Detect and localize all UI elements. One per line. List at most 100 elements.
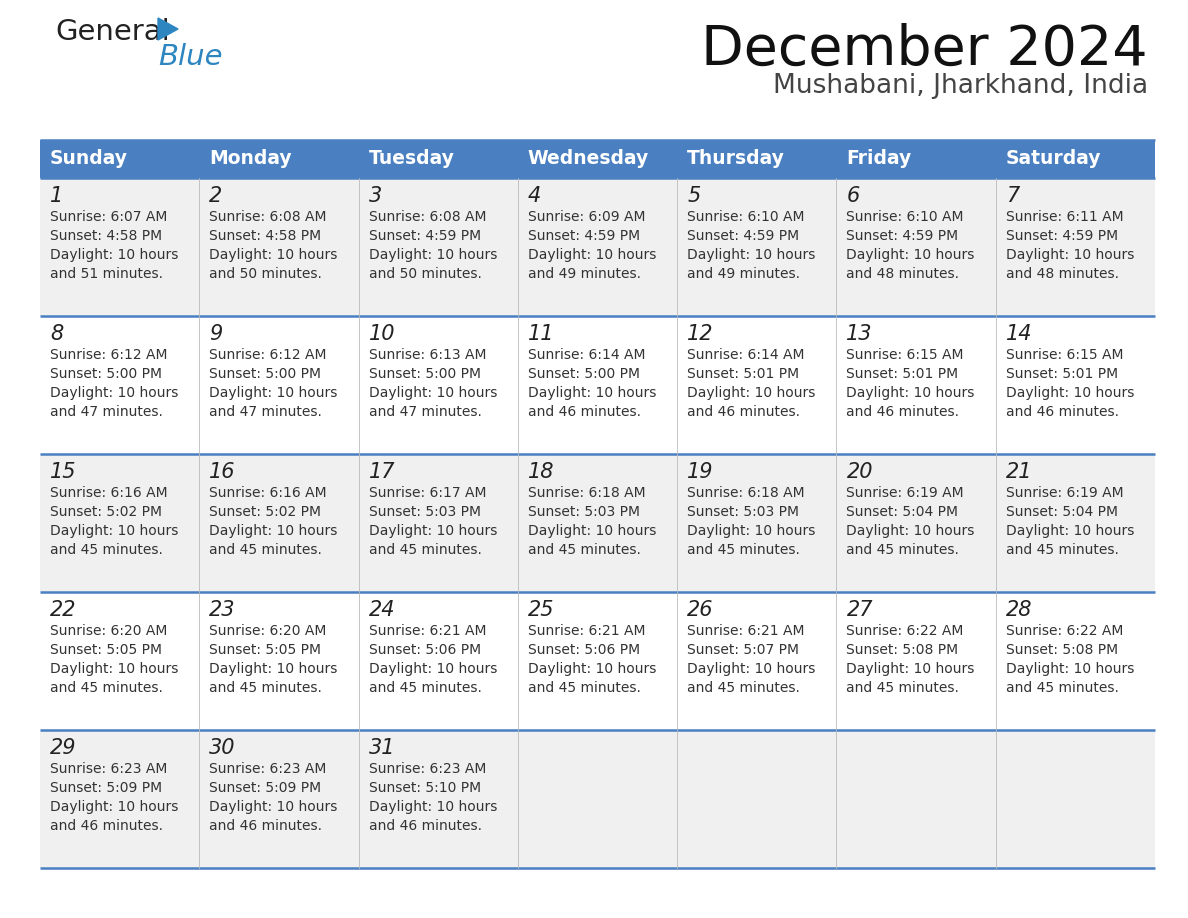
Text: Sunrise: 6:21 AM: Sunrise: 6:21 AM: [368, 624, 486, 638]
Text: Sunrise: 6:23 AM: Sunrise: 6:23 AM: [50, 762, 168, 776]
Text: Saturday: Saturday: [1006, 150, 1101, 169]
Text: Daylight: 10 hours: Daylight: 10 hours: [1006, 524, 1135, 538]
Text: Daylight: 10 hours: Daylight: 10 hours: [50, 800, 178, 814]
Text: Sunrise: 6:11 AM: Sunrise: 6:11 AM: [1006, 210, 1124, 224]
Text: and 46 minutes.: and 46 minutes.: [527, 405, 640, 419]
Text: Sunset: 5:05 PM: Sunset: 5:05 PM: [50, 643, 162, 657]
Text: and 47 minutes.: and 47 minutes.: [50, 405, 163, 419]
Text: 30: 30: [209, 738, 235, 758]
Text: and 46 minutes.: and 46 minutes.: [1006, 405, 1119, 419]
Text: and 45 minutes.: and 45 minutes.: [687, 681, 800, 695]
Text: 2: 2: [209, 186, 222, 206]
Text: Friday: Friday: [846, 150, 911, 169]
Text: Sunset: 4:59 PM: Sunset: 4:59 PM: [368, 229, 481, 243]
Bar: [518, 140, 677, 178]
Bar: [996, 140, 1155, 178]
Text: and 49 minutes.: and 49 minutes.: [527, 267, 640, 281]
Text: Sunset: 5:02 PM: Sunset: 5:02 PM: [209, 505, 321, 519]
Text: Sunset: 5:00 PM: Sunset: 5:00 PM: [368, 367, 481, 381]
Text: and 48 minutes.: and 48 minutes.: [846, 267, 960, 281]
Text: and 47 minutes.: and 47 minutes.: [209, 405, 322, 419]
Text: Sunset: 5:04 PM: Sunset: 5:04 PM: [846, 505, 959, 519]
Bar: [40, 592, 1155, 730]
Text: 9: 9: [209, 324, 222, 344]
Text: Sunrise: 6:23 AM: Sunrise: 6:23 AM: [368, 762, 486, 776]
Text: Sunday: Sunday: [50, 150, 128, 169]
Text: Sunset: 5:09 PM: Sunset: 5:09 PM: [50, 781, 162, 795]
Text: Sunrise: 6:21 AM: Sunrise: 6:21 AM: [687, 624, 804, 638]
Text: Daylight: 10 hours: Daylight: 10 hours: [209, 248, 337, 262]
Text: 14: 14: [1006, 324, 1032, 344]
Text: and 45 minutes.: and 45 minutes.: [687, 543, 800, 557]
Text: and 51 minutes.: and 51 minutes.: [50, 267, 163, 281]
Text: Daylight: 10 hours: Daylight: 10 hours: [50, 524, 178, 538]
Text: and 46 minutes.: and 46 minutes.: [50, 819, 163, 833]
Text: Sunrise: 6:18 AM: Sunrise: 6:18 AM: [687, 486, 804, 500]
Text: General: General: [55, 18, 170, 46]
Text: Daylight: 10 hours: Daylight: 10 hours: [846, 524, 975, 538]
Bar: [359, 140, 518, 178]
Text: Sunset: 4:59 PM: Sunset: 4:59 PM: [687, 229, 800, 243]
Text: Daylight: 10 hours: Daylight: 10 hours: [687, 524, 815, 538]
Text: Daylight: 10 hours: Daylight: 10 hours: [687, 248, 815, 262]
Text: Daylight: 10 hours: Daylight: 10 hours: [209, 800, 337, 814]
Text: 22: 22: [50, 600, 76, 620]
Text: Daylight: 10 hours: Daylight: 10 hours: [1006, 662, 1135, 676]
Text: 3: 3: [368, 186, 381, 206]
Text: 5: 5: [687, 186, 701, 206]
Text: Sunset: 5:06 PM: Sunset: 5:06 PM: [368, 643, 481, 657]
Text: Thursday: Thursday: [687, 150, 785, 169]
Text: Daylight: 10 hours: Daylight: 10 hours: [527, 248, 656, 262]
Text: Daylight: 10 hours: Daylight: 10 hours: [368, 386, 497, 400]
Text: December 2024: December 2024: [701, 23, 1148, 77]
Bar: [40, 730, 1155, 868]
Text: 1: 1: [50, 186, 63, 206]
Text: Sunrise: 6:21 AM: Sunrise: 6:21 AM: [527, 624, 645, 638]
Text: Sunset: 5:07 PM: Sunset: 5:07 PM: [687, 643, 800, 657]
Text: and 45 minutes.: and 45 minutes.: [1006, 681, 1119, 695]
Bar: [677, 140, 836, 178]
Text: Blue: Blue: [158, 43, 222, 71]
Text: Daylight: 10 hours: Daylight: 10 hours: [527, 386, 656, 400]
Text: Sunrise: 6:22 AM: Sunrise: 6:22 AM: [846, 624, 963, 638]
Text: Daylight: 10 hours: Daylight: 10 hours: [1006, 386, 1135, 400]
Text: 29: 29: [50, 738, 76, 758]
Text: Tuesday: Tuesday: [368, 150, 455, 169]
Text: 17: 17: [368, 462, 396, 482]
Text: Wednesday: Wednesday: [527, 150, 649, 169]
Text: 11: 11: [527, 324, 555, 344]
Text: Sunset: 4:59 PM: Sunset: 4:59 PM: [527, 229, 640, 243]
Text: and 48 minutes.: and 48 minutes.: [1006, 267, 1119, 281]
Text: Sunset: 5:01 PM: Sunset: 5:01 PM: [687, 367, 800, 381]
Text: 31: 31: [368, 738, 396, 758]
Text: Sunset: 5:04 PM: Sunset: 5:04 PM: [1006, 505, 1118, 519]
Bar: [40, 454, 1155, 592]
Text: Sunrise: 6:10 AM: Sunrise: 6:10 AM: [687, 210, 804, 224]
Text: Sunset: 4:59 PM: Sunset: 4:59 PM: [1006, 229, 1118, 243]
Text: Daylight: 10 hours: Daylight: 10 hours: [846, 662, 975, 676]
Text: Mushabani, Jharkhand, India: Mushabani, Jharkhand, India: [773, 73, 1148, 99]
Text: and 46 minutes.: and 46 minutes.: [368, 819, 481, 833]
Text: 20: 20: [846, 462, 873, 482]
Text: 4: 4: [527, 186, 541, 206]
Text: Sunset: 5:01 PM: Sunset: 5:01 PM: [1006, 367, 1118, 381]
Text: Daylight: 10 hours: Daylight: 10 hours: [50, 662, 178, 676]
Bar: [40, 178, 1155, 316]
Text: 19: 19: [687, 462, 714, 482]
Text: 16: 16: [209, 462, 235, 482]
Text: Sunrise: 6:23 AM: Sunrise: 6:23 AM: [209, 762, 327, 776]
Text: and 45 minutes.: and 45 minutes.: [368, 681, 481, 695]
Text: Daylight: 10 hours: Daylight: 10 hours: [527, 662, 656, 676]
Text: and 49 minutes.: and 49 minutes.: [687, 267, 801, 281]
Text: Sunset: 4:58 PM: Sunset: 4:58 PM: [209, 229, 322, 243]
Polygon shape: [158, 18, 178, 40]
Text: Sunrise: 6:16 AM: Sunrise: 6:16 AM: [209, 486, 327, 500]
Text: and 45 minutes.: and 45 minutes.: [209, 543, 322, 557]
Text: Daylight: 10 hours: Daylight: 10 hours: [846, 386, 975, 400]
Text: 12: 12: [687, 324, 714, 344]
Text: Daylight: 10 hours: Daylight: 10 hours: [368, 524, 497, 538]
Text: Daylight: 10 hours: Daylight: 10 hours: [846, 248, 975, 262]
Text: 13: 13: [846, 324, 873, 344]
Text: Sunrise: 6:14 AM: Sunrise: 6:14 AM: [687, 348, 804, 362]
Text: Sunrise: 6:19 AM: Sunrise: 6:19 AM: [1006, 486, 1124, 500]
